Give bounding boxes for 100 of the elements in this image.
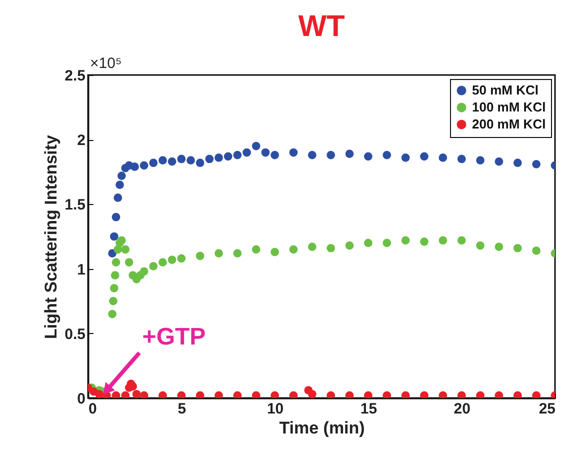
- x-tick-label: 25: [538, 400, 556, 418]
- point: [214, 154, 223, 162]
- point: [494, 391, 504, 398]
- point: [401, 154, 410, 162]
- point: [196, 252, 204, 260]
- point: [252, 391, 260, 398]
- point: [438, 154, 448, 162]
- point: [326, 391, 336, 398]
- text: ×10⁵: [90, 55, 122, 72]
- point: [532, 160, 541, 168]
- legend-label: 50 mM KCl: [472, 82, 538, 98]
- point: [252, 245, 260, 254]
- point: [420, 237, 428, 246]
- point: [177, 254, 186, 263]
- point: [121, 391, 130, 398]
- point: [158, 258, 167, 267]
- point: [289, 391, 298, 398]
- x-tick-label: 0: [88, 400, 97, 418]
- point: [270, 248, 279, 256]
- legend-label: 200 mM KCl: [472, 116, 546, 132]
- point: [233, 249, 242, 258]
- point: [130, 162, 139, 171]
- point: [513, 158, 522, 168]
- point: [513, 391, 522, 398]
- point: [196, 391, 204, 398]
- point: [95, 390, 104, 398]
- point: [326, 150, 336, 160]
- point: [261, 148, 270, 157]
- point: [186, 156, 195, 164]
- point: [158, 156, 167, 164]
- point: [168, 256, 176, 264]
- y-tick-label: 2: [77, 132, 86, 150]
- point: [112, 212, 120, 222]
- point: [420, 391, 428, 398]
- y-tick-label: 0.5: [64, 326, 86, 343]
- point: [457, 154, 466, 164]
- point: [382, 150, 392, 160]
- x-tick-label: 10: [266, 400, 284, 418]
- point: [224, 152, 232, 161]
- point: [158, 391, 167, 398]
- point: [109, 296, 118, 306]
- point: [196, 158, 204, 168]
- point: [382, 238, 392, 248]
- point: [289, 245, 298, 254]
- point: [242, 148, 251, 157]
- point: [438, 236, 448, 245]
- point: [476, 156, 484, 164]
- point: [205, 154, 214, 164]
- point: [110, 232, 118, 241]
- point: [345, 241, 354, 250]
- point: [140, 391, 148, 398]
- point: [308, 390, 316, 398]
- point: [121, 245, 130, 254]
- point: [532, 391, 541, 398]
- point: [108, 249, 116, 258]
- point: [420, 152, 428, 161]
- point: [112, 258, 120, 267]
- point: [124, 258, 134, 267]
- point: [214, 249, 223, 258]
- point: [110, 284, 118, 292]
- point: [401, 236, 410, 245]
- point: [364, 238, 372, 248]
- point: [308, 150, 316, 160]
- point: [326, 244, 336, 252]
- point: [233, 391, 242, 398]
- point: [457, 236, 466, 245]
- point: [289, 148, 298, 157]
- point: [476, 241, 484, 250]
- point: [177, 154, 186, 164]
- point: [364, 391, 372, 398]
- point: [132, 390, 141, 398]
- point: [114, 194, 122, 202]
- point: [438, 391, 448, 398]
- point: [117, 172, 126, 180]
- point: [233, 150, 242, 160]
- point: [177, 391, 186, 398]
- point: [270, 150, 279, 160]
- point: [345, 391, 354, 398]
- legend-label: 100 mM KCl: [472, 100, 546, 114]
- point: [252, 142, 260, 150]
- x-axis-title: Time (min): [279, 418, 365, 438]
- x-tick-label: 5: [178, 400, 186, 418]
- point: [457, 391, 466, 398]
- point: [140, 267, 148, 276]
- point: [149, 262, 158, 270]
- point: [382, 391, 392, 398]
- point: [532, 246, 541, 255]
- point: [401, 391, 410, 398]
- point: [168, 157, 176, 166]
- point: [494, 242, 504, 252]
- point: [270, 391, 279, 398]
- point: [108, 310, 116, 318]
- x-tick-label: 15: [360, 400, 378, 418]
- y-axis-title: Light Scattering Intensity: [42, 134, 61, 340]
- annotation: +GTP: [142, 323, 206, 350]
- point: [364, 152, 372, 161]
- point: [308, 242, 316, 252]
- point: [149, 158, 158, 168]
- y-tick-label: 2.5: [64, 68, 86, 84]
- point: [116, 180, 124, 189]
